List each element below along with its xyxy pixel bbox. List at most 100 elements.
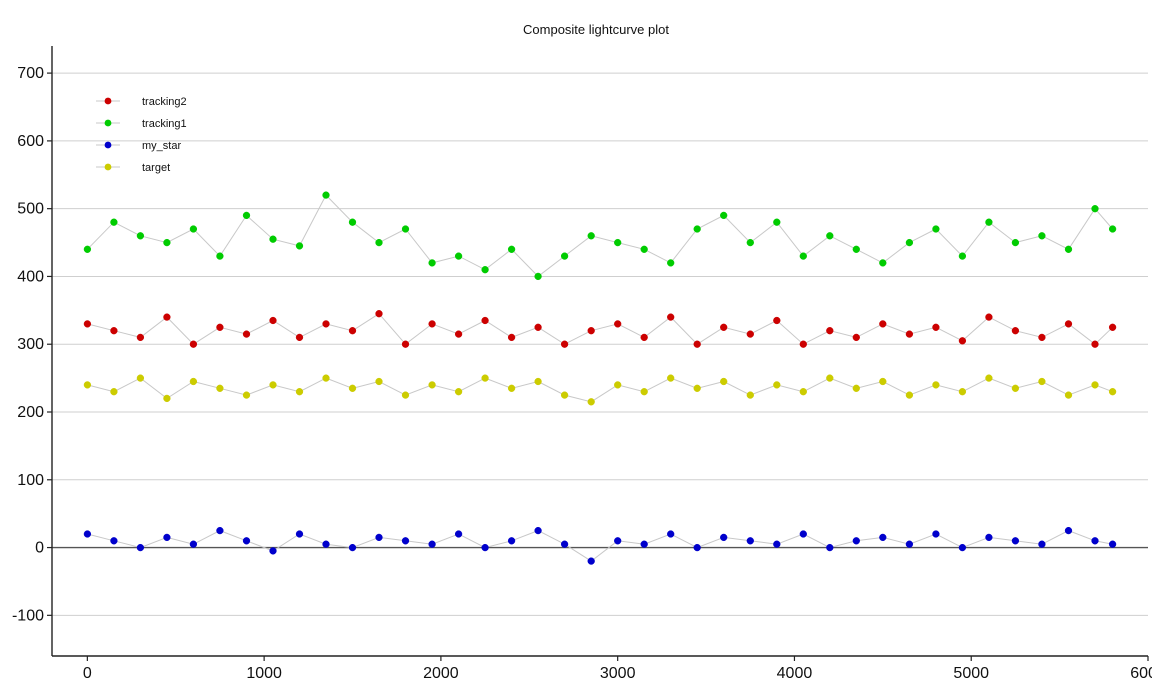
data-point-tracking2-0 (83, 320, 92, 328)
data-point-target-29 (852, 384, 860, 392)
data-point-my_star-19 (587, 557, 595, 565)
data-point-tracking2-28 (826, 327, 834, 335)
data-point-target-1 (110, 388, 118, 396)
data-point-tracking2-17 (534, 323, 542, 331)
data-point-tracking2-35 (1011, 327, 1020, 335)
series-line-tracking2 (87, 313, 1113, 345)
data-point-target-27 (799, 388, 807, 396)
data-point-tracking2-2 (136, 333, 145, 342)
data-point-my_star-39 (1108, 540, 1117, 548)
data-point-tracking1-15 (481, 266, 489, 274)
y-tick-label-2: 100 (17, 472, 44, 489)
data-point-tracking2-19 (587, 327, 595, 335)
data-point-my_star-33 (958, 543, 967, 552)
x-tick-label-0: 0 (83, 665, 92, 682)
data-point-my_star-15 (481, 543, 489, 552)
data-point-target-0 (83, 381, 92, 389)
data-point-tracking1-4 (189, 225, 198, 233)
data-point-tracking1-30 (879, 259, 887, 267)
axes: -100 0 100 200 300 400 500 600 700 0 1000 2000 3000 4… (12, 46, 1152, 682)
data-point-my_star-29 (852, 537, 860, 545)
data-point-tracking1-22 (667, 259, 675, 267)
data-point-my_star-6 (242, 537, 251, 545)
data-point-target-28 (826, 374, 834, 382)
data-point-tracking1-34 (985, 218, 993, 226)
data-point-target-20 (614, 381, 622, 389)
legend-marker-tracking1 (104, 119, 112, 127)
data-point-tracking2-29 (852, 333, 860, 342)
data-point-my_star-2 (136, 543, 145, 552)
data-point-my_star-31 (905, 540, 914, 548)
data-point-tracking2-30 (879, 320, 887, 328)
chart-title: Composite lightcurve plot (523, 22, 669, 37)
data-point-tracking1-25 (746, 238, 754, 247)
data-point-tracking2-37 (1064, 320, 1073, 328)
data-point-tracking1-6 (242, 211, 251, 220)
data-point-tracking1-12 (401, 225, 410, 233)
data-point-tracking2-15 (481, 316, 489, 325)
legend-label-my_star: my_star (142, 140, 181, 152)
data-point-tracking2-1 (110, 327, 118, 335)
connector-lines (87, 194, 1113, 562)
data-point-tracking2-39 (1108, 323, 1117, 331)
legend-label-tracking1: tracking1 (142, 118, 187, 130)
data-point-tracking2-4 (189, 340, 198, 348)
data-point-my_star-14 (454, 530, 463, 538)
data-point-tracking2-9 (322, 320, 330, 328)
data-point-tracking2-26 (773, 316, 781, 325)
y-tick-label-0: -100 (12, 607, 44, 624)
legend-marker-tracking2 (104, 97, 112, 105)
data-point-my_star-35 (1011, 537, 1020, 545)
y-tick-label-4: 300 (17, 336, 44, 353)
data-point-my_star-24 (720, 533, 728, 542)
data-point-my_star-11 (375, 533, 383, 542)
data-point-my_star-38 (1091, 537, 1099, 545)
y-tick-label-3: 200 (17, 404, 44, 421)
series-line-target (87, 377, 1113, 403)
data-points (83, 191, 1117, 565)
data-point-tracking2-22 (667, 313, 675, 321)
data-point-target-25 (746, 391, 754, 399)
data-point-tracking1-28 (826, 232, 834, 240)
data-point-tracking2-12 (401, 340, 410, 348)
data-point-target-3 (163, 394, 171, 403)
data-point-target-23 (693, 384, 701, 392)
data-point-tracking2-23 (693, 340, 701, 348)
data-point-tracking2-24 (720, 323, 728, 331)
data-point-target-38 (1091, 381, 1099, 389)
data-point-tracking1-5 (216, 252, 224, 260)
data-point-target-11 (375, 377, 383, 386)
y-tick-label-6: 500 (17, 201, 44, 218)
data-point-tracking1-9 (322, 191, 330, 199)
data-point-my_star-12 (401, 537, 410, 545)
data-point-target-39 (1108, 388, 1117, 396)
data-point-my_star-16 (507, 537, 516, 545)
data-point-my_star-21 (640, 540, 648, 548)
data-point-target-24 (720, 377, 728, 386)
data-point-tracking2-33 (958, 337, 967, 345)
data-point-tracking1-7 (269, 235, 277, 243)
data-point-tracking1-1 (110, 218, 118, 226)
data-point-target-19 (587, 398, 595, 406)
data-point-target-36 (1038, 377, 1046, 386)
legend-marker-my_star (104, 141, 112, 149)
x-tick-label-2: 2000 (423, 665, 459, 682)
data-point-target-17 (534, 377, 542, 386)
data-point-target-7 (269, 381, 277, 389)
x-tick-label-6: 6000 (1130, 665, 1152, 682)
legend-label-tracking2: tracking2 (142, 96, 187, 108)
data-point-tracking1-29 (852, 245, 860, 253)
data-point-target-31 (905, 391, 914, 399)
data-point-my_star-27 (799, 530, 807, 538)
data-point-tracking1-3 (163, 238, 171, 247)
data-point-my_star-36 (1038, 540, 1046, 548)
data-point-target-12 (401, 391, 410, 399)
y-tick-label-5: 400 (17, 268, 44, 285)
legend-label-target: target (142, 162, 170, 174)
data-point-my_star-20 (614, 537, 622, 545)
data-point-my_star-26 (773, 540, 781, 548)
data-point-target-18 (560, 391, 569, 399)
data-point-my_star-34 (985, 533, 993, 542)
data-point-tracking1-21 (640, 245, 648, 253)
